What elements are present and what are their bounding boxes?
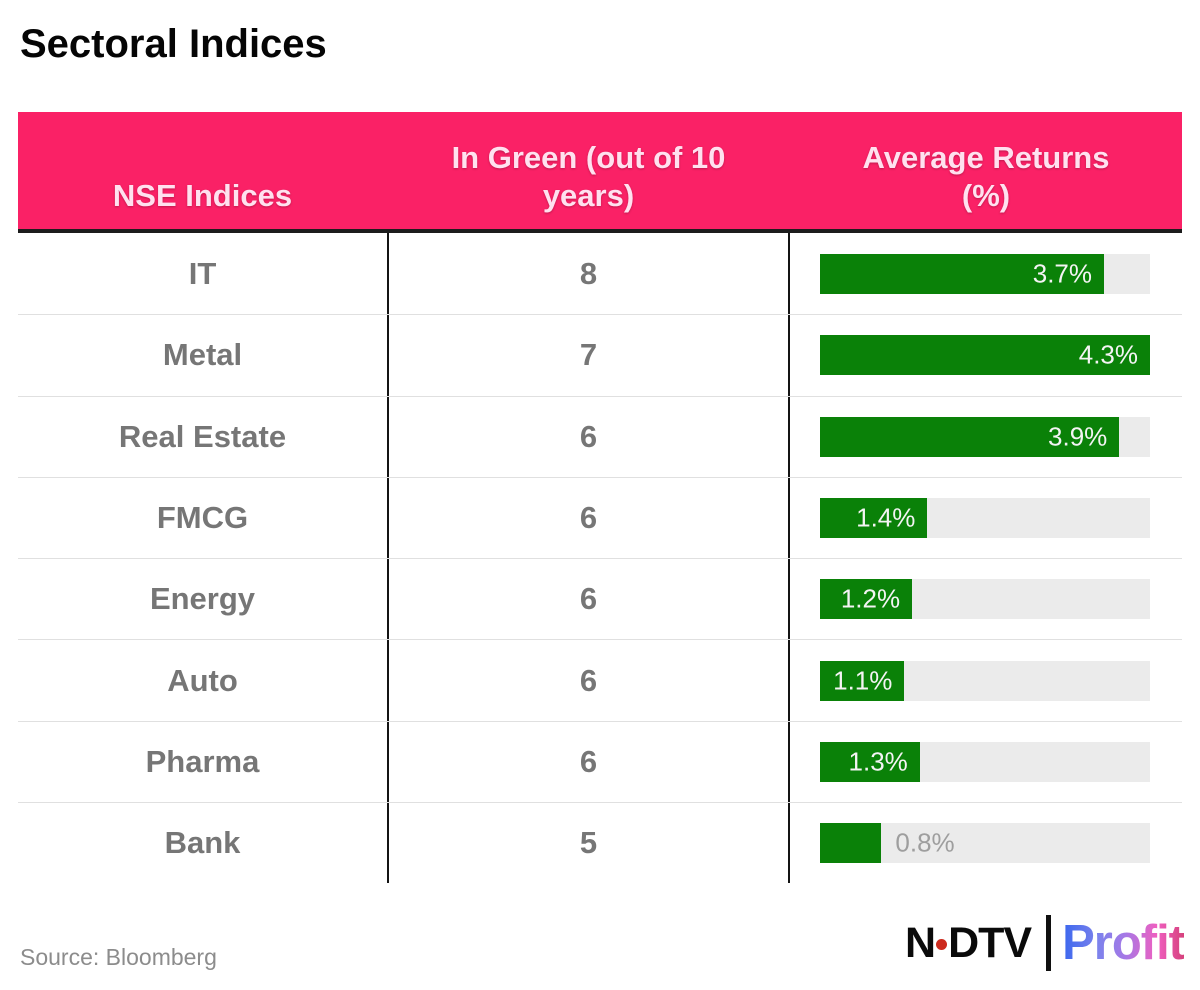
returns-bar [820,823,882,864]
green-count-cell: 6 [387,477,790,559]
returns-bar [820,498,928,539]
green-count-cell: 6 [387,640,790,721]
sector-label: Pharma [145,743,260,779]
returns-value-label: 1.3% [848,746,908,777]
sector-label: Metal [162,337,243,373]
sector-label: IT [188,255,217,291]
sector-label: FMCG [156,500,249,536]
sector-cell: Bank [18,825,387,861]
returns-bar [820,335,1150,376]
profit-logo-text: Profit [1062,916,1185,970]
green-count-value: 5 [579,825,598,861]
table-row: Real Estate 6 3.9% [18,395,1182,477]
sector-cell: Energy [18,581,387,617]
returns-bar [820,741,920,782]
returns-bar [820,253,1104,294]
column-header-in-green: In Green (out of 10 years) [387,139,790,215]
returns-cell: 1.2% [790,579,1182,620]
ndtv-letter-n: N [905,918,936,967]
page-title: Sectoral Indices [20,22,327,66]
logo-separator-bar [1046,915,1052,971]
table-row: FMCG 6 1.4% [18,476,1182,559]
bar-track: 1.4% [820,498,1150,539]
returns-value-label: 1.2% [840,583,901,614]
returns-bar [820,416,1120,457]
sector-label: Auto [167,662,238,698]
bar-track: 1.2% [820,579,1150,620]
green-count-value: 6 [579,581,598,617]
returns-bar [820,660,905,701]
green-count-cell: 7 [387,315,790,396]
green-count-value: 8 [579,255,598,291]
table-row: Pharma 6 1.3% [18,720,1182,803]
table-header-row: NSE Indices In Green (out of 10 years) A… [18,112,1182,233]
returns-bar [820,579,913,620]
returns-cell: 1.3% [790,741,1182,782]
ndtv-letters-dtv: DTV [948,918,1032,967]
sector-label: Bank [164,825,241,861]
green-count-cell: 6 [387,559,790,640]
green-count-cell: 5 [387,803,790,884]
returns-value-label: 1.1% [833,665,893,696]
green-count-cell: 6 [387,721,790,803]
table-body: IT 8 3.7% Metal 7 4.3% [18,233,1182,884]
ndtv-red-dot-icon [936,938,948,950]
returns-value-label: 3.7% [1032,258,1092,289]
column-header-average-returns: Average Returns (%) [790,139,1182,215]
returns-cell: 4.3% [790,335,1182,376]
green-count-value: 6 [579,743,598,779]
source-caption: Source: Bloomberg [20,944,217,970]
sectoral-indices-table: NSE Indices In Green (out of 10 years) A… [18,112,1182,884]
bar-track: 0.8% [820,823,1150,864]
table-row: IT 8 3.7% [18,233,1182,315]
sector-label: Real Estate [118,418,287,454]
column-header-in-green-label: In Green (out of 10 years) [451,140,726,214]
table-row: Energy 6 1.2% [18,558,1182,640]
sector-cell: Pharma [18,744,387,780]
sector-cell: Real Estate [18,419,387,455]
ndtv-profit-logo: N DTV Profit [905,910,1185,976]
returns-value-label: 0.8% [895,827,955,858]
returns-value-label: 4.3% [1078,339,1138,370]
returns-cell: 0.8% [790,823,1182,864]
column-header-nse-indices: NSE Indices [112,178,293,214]
returns-cell: 3.9% [790,416,1182,457]
bar-track: 1.3% [820,741,1150,782]
sector-label: Energy [149,581,256,617]
green-count-value: 7 [579,337,598,373]
green-count-value: 6 [579,662,598,698]
returns-cell: 1.1% [790,660,1182,701]
returns-cell: 3.7% [790,253,1182,294]
sector-cell: IT [18,256,387,292]
green-count-value: 6 [579,500,598,536]
returns-value-label: 3.9% [1048,421,1108,452]
green-count-value: 6 [579,418,598,454]
bar-track: 3.7% [820,253,1150,294]
bar-track: 4.3% [820,335,1150,376]
table-row: Auto 6 1.1% [18,639,1182,721]
sector-cell: Auto [18,663,387,699]
sector-cell: Metal [18,337,387,373]
bar-track: 3.9% [820,416,1150,457]
returns-cell: 1.4% [790,498,1182,539]
green-count-cell: 8 [387,233,790,315]
table-row: Bank 5 0.8% [18,802,1182,884]
column-header-average-returns-label: Average Returns (%) [862,140,1110,214]
bar-track: 1.1% [820,660,1150,701]
ndtv-logo-text: N DTV [905,918,1032,968]
sector-cell: FMCG [18,500,387,536]
returns-value-label: 1.4% [856,502,916,533]
table-row: Metal 7 4.3% [18,314,1182,396]
green-count-cell: 6 [387,396,790,477]
